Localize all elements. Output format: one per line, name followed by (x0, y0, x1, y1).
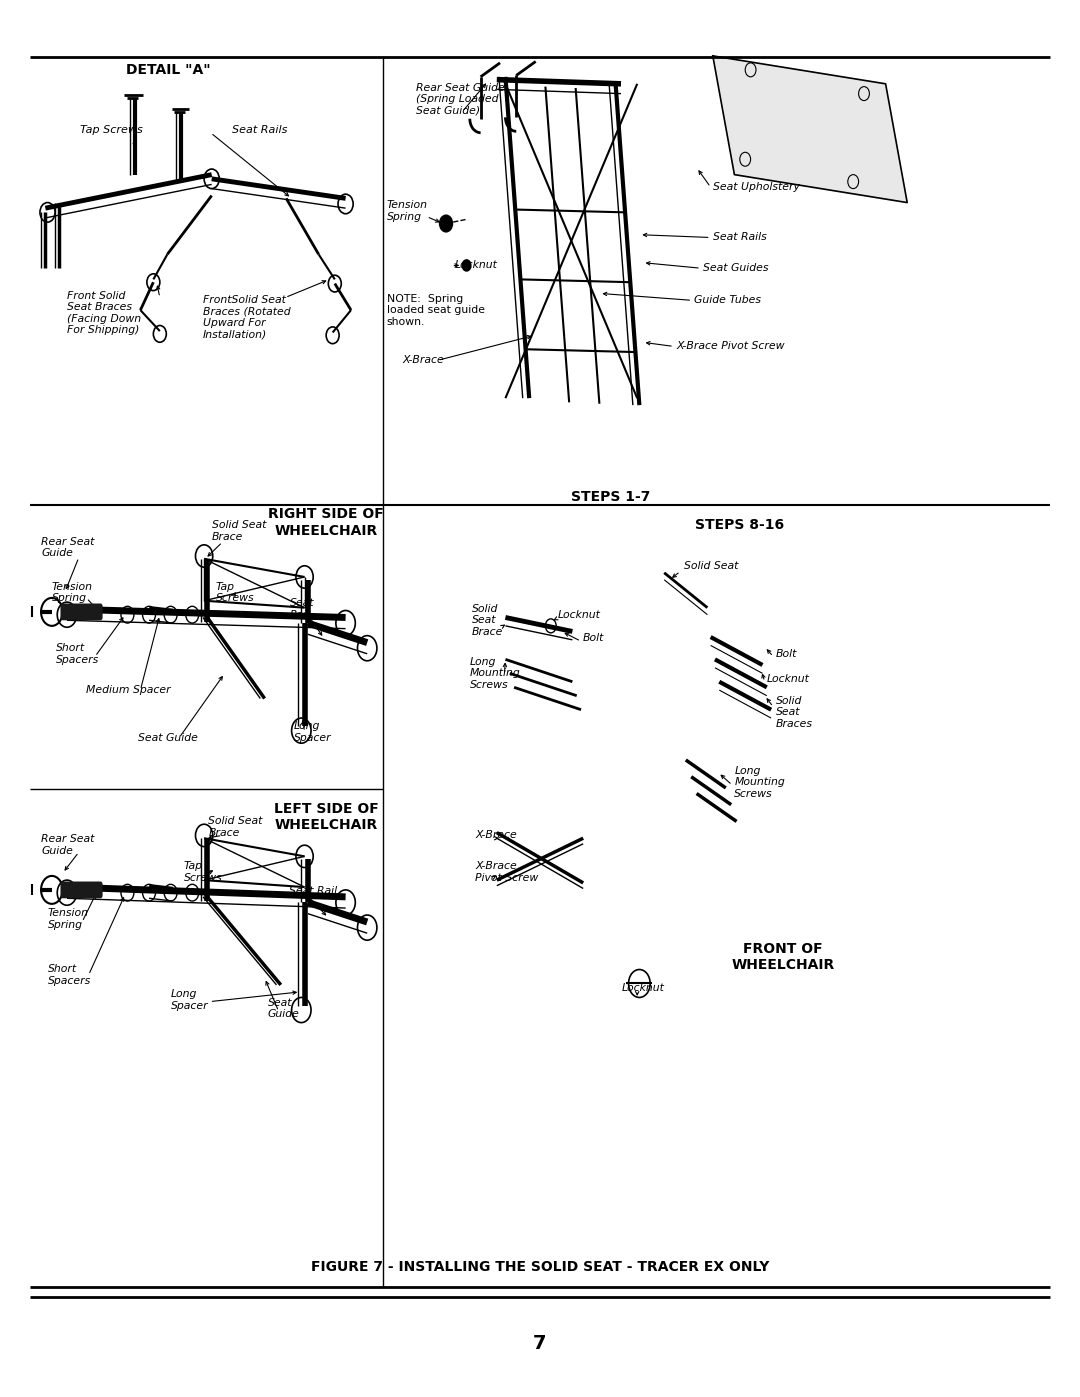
Polygon shape (713, 56, 907, 203)
Text: Seat Guide: Seat Guide (138, 732, 198, 743)
Text: RIGHT SIDE OF
WHEELCHAIR: RIGHT SIDE OF WHEELCHAIR (268, 507, 384, 538)
Text: Long
Spacer: Long Spacer (171, 989, 208, 1011)
Text: X-Brace
Pivot Screw: X-Brace Pivot Screw (475, 861, 539, 883)
FancyBboxPatch shape (60, 604, 103, 620)
Text: Locknut: Locknut (557, 609, 600, 620)
Text: Solid Seat
Brace: Solid Seat Brace (208, 816, 262, 838)
Text: Tension
Spring: Tension Spring (48, 908, 89, 930)
Text: Tap
Screws: Tap Screws (216, 581, 255, 604)
Text: Tension
Spring: Tension Spring (387, 200, 428, 222)
Text: Tap Screws: Tap Screws (80, 124, 143, 136)
Text: LEFT SIDE OF
WHEELCHAIR: LEFT SIDE OF WHEELCHAIR (274, 802, 378, 833)
Text: FIGURE 7 - INSTALLING THE SOLID SEAT - TRACER EX ONLY: FIGURE 7 - INSTALLING THE SOLID SEAT - T… (311, 1260, 769, 1274)
Circle shape (462, 260, 471, 271)
Text: Seat Rail: Seat Rail (289, 886, 338, 897)
Text: Solid
Seat
Braces: Solid Seat Braces (775, 696, 812, 729)
Text: Solid Seat: Solid Seat (684, 560, 738, 571)
Text: Rear Seat Guide
(Spring Loaded
Seat Guide): Rear Seat Guide (Spring Loaded Seat Guid… (416, 82, 504, 116)
Text: X-Brace: X-Brace (475, 830, 517, 841)
Text: NOTE:  Spring
loaded seat guide
shown.: NOTE: Spring loaded seat guide shown. (387, 293, 485, 327)
Text: Solid
Seat
Brace: Solid Seat Brace (472, 604, 503, 637)
Circle shape (440, 215, 453, 232)
Text: Short
Spacers: Short Spacers (56, 643, 99, 665)
Text: Rear Seat
Guide: Rear Seat Guide (41, 834, 94, 856)
Text: Seat Rails: Seat Rails (232, 124, 287, 136)
Text: Guide Tubes: Guide Tubes (694, 295, 761, 306)
Text: Seat Rails: Seat Rails (713, 232, 767, 243)
Text: Bolt: Bolt (583, 633, 605, 644)
Text: STEPS 8-16: STEPS 8-16 (696, 518, 784, 532)
Text: Long
Mounting
Screws: Long Mounting Screws (470, 657, 521, 690)
Text: Tension
Spring: Tension Spring (52, 581, 93, 604)
Text: STEPS 1-7: STEPS 1-7 (570, 490, 650, 504)
Text: Seat
Rail: Seat Rail (289, 598, 314, 620)
Text: Long
Spacer: Long Spacer (294, 721, 332, 743)
Text: FrontSolid Seat
Braces (Rotated
Upward For
Installation): FrontSolid Seat Braces (Rotated Upward F… (203, 295, 291, 339)
Text: DETAIL "A": DETAIL "A" (126, 63, 211, 77)
Text: Bolt: Bolt (775, 648, 797, 659)
Text: Rear Seat
Guide: Rear Seat Guide (41, 536, 94, 559)
Text: 7: 7 (534, 1334, 546, 1354)
Text: Seat Guides: Seat Guides (703, 263, 769, 274)
Text: Solid Seat
Brace: Solid Seat Brace (212, 520, 266, 542)
Text: Medium Spacer: Medium Spacer (86, 685, 171, 696)
Text: Seat Upholstery: Seat Upholstery (713, 182, 799, 193)
Text: Front Solid
Seat Braces
(Facing Down
For Shipping): Front Solid Seat Braces (Facing Down For… (67, 291, 141, 335)
Text: Locknut: Locknut (455, 260, 498, 271)
Text: Short
Spacers: Short Spacers (48, 964, 91, 986)
Text: Locknut: Locknut (767, 673, 810, 685)
Text: FRONT OF
WHEELCHAIR: FRONT OF WHEELCHAIR (731, 942, 835, 972)
Text: X-Brace Pivot Screw: X-Brace Pivot Screw (676, 341, 784, 352)
Text: Seat
Guide: Seat Guide (268, 997, 300, 1020)
Text: Tap
Screws: Tap Screws (184, 861, 222, 883)
Text: X-Brace: X-Brace (403, 355, 445, 366)
FancyBboxPatch shape (60, 882, 103, 898)
Text: Locknut: Locknut (622, 982, 665, 993)
Text: Long
Mounting
Screws: Long Mounting Screws (734, 766, 785, 799)
